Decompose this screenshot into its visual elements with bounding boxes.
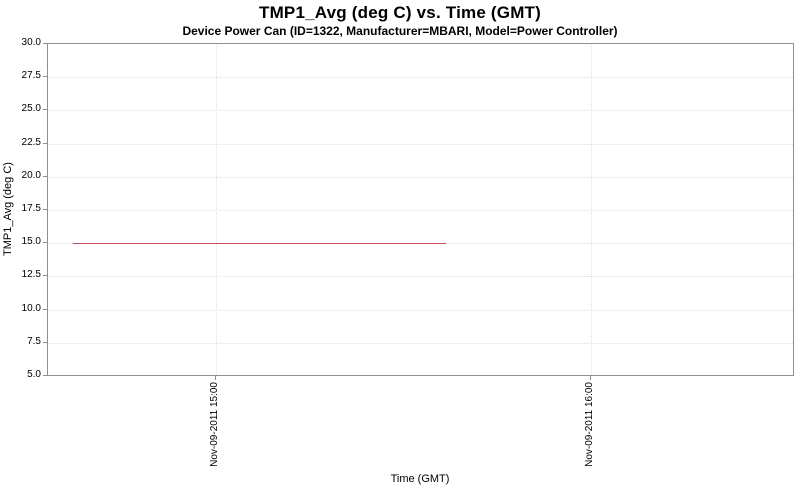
gridline-y-10.0 [48, 309, 793, 311]
gridline-y-25.0 [48, 110, 793, 112]
y-tick-mark [43, 209, 47, 210]
y-tick-label: 22.5 [21, 136, 41, 148]
y-tick-label: 12.5 [21, 269, 41, 281]
series-line-tmp1-avg [73, 242, 446, 244]
y-tick-mark [43, 175, 47, 177]
y-tick-label: 15.0 [21, 236, 41, 248]
x-tick-label: Nov-09-2011 16:00 [584, 382, 595, 467]
y-tick-mark [43, 43, 47, 44]
gridline-y-22.5 [48, 143, 793, 145]
y-tick-mark [43, 275, 47, 277]
gridline-x-1600 [590, 44, 592, 375]
chart-title: TMP1_Avg (deg C) vs. Time (GMT) [258, 3, 541, 22]
y-tick-label: 5.0 [27, 369, 41, 380]
plot-area [47, 43, 794, 376]
y-tick-label: 7.5 [27, 335, 41, 347]
y-tick-mark [43, 109, 47, 111]
y-tick-label: 17.5 [21, 203, 41, 214]
chart-subtitle: Device Power Can (ID=1322, Manufacturer=… [182, 24, 618, 38]
y-tick-mark [43, 375, 47, 376]
y-tick-mark [43, 308, 47, 310]
y-tick-label: 27.5 [21, 70, 41, 82]
y-tick-mark [43, 341, 47, 343]
y-tick-label: 20.0 [21, 169, 41, 181]
gridline-y-7.5 [48, 342, 793, 344]
gridline-x-1500 [215, 44, 217, 375]
y-tick-mark [43, 76, 47, 78]
y-tick-label: 30.0 [21, 37, 41, 48]
x-tick-mark [215, 376, 216, 380]
x-axis-label: Time (GMT) [390, 473, 450, 485]
x-tick-mark [590, 376, 591, 380]
y-tick-label: 10.0 [21, 302, 41, 314]
y-tick-label: 25.0 [21, 103, 41, 115]
y-tick-mark [43, 242, 47, 244]
x-tick-label: Nov-09-2011 15:00 [209, 382, 220, 467]
gridline-y-17.5 [48, 210, 793, 211]
y-tick-mark [43, 142, 47, 144]
gridline-y-27.5 [48, 77, 793, 79]
gridline-y-12.5 [48, 276, 793, 278]
gridline-y-20.0 [48, 176, 793, 178]
